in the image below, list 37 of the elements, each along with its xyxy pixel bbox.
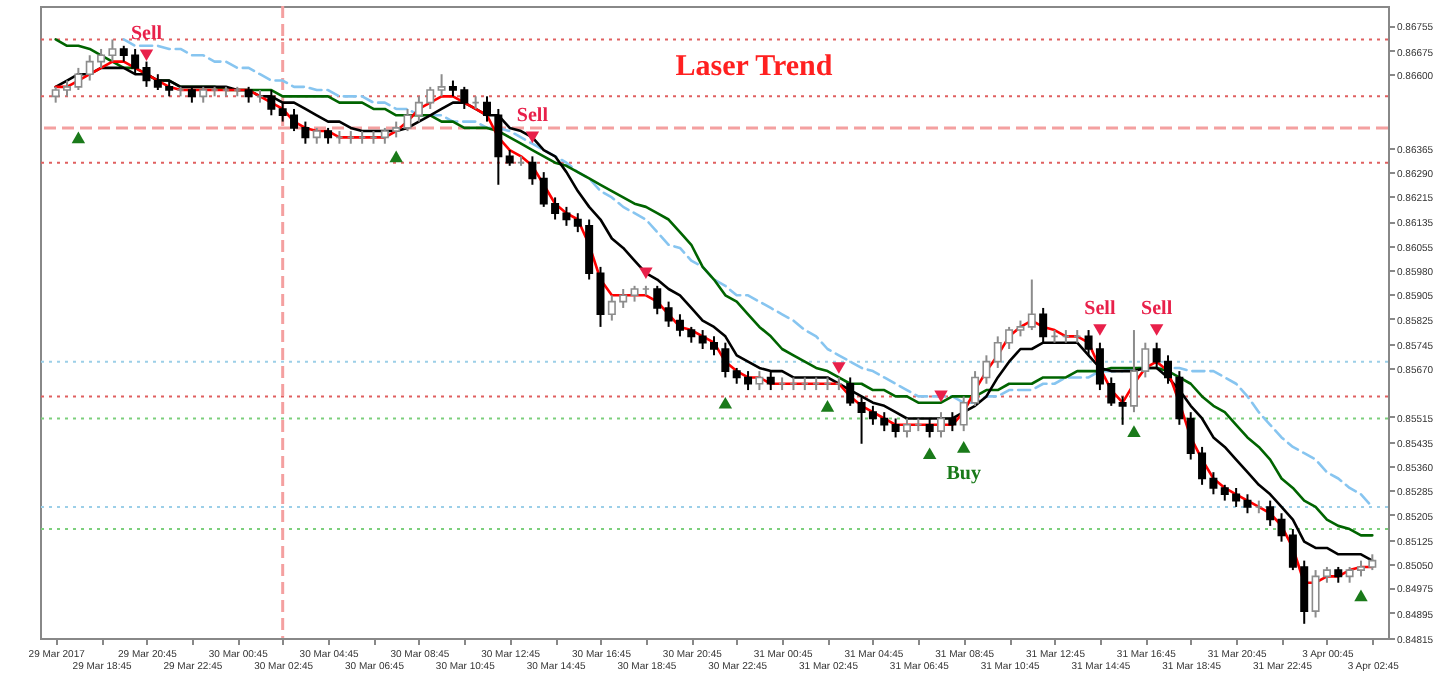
candlestick [267, 89, 276, 117]
data-label: Buy [946, 462, 981, 485]
data-label: Sell [1084, 298, 1116, 321]
point [934, 390, 948, 403]
point [1093, 324, 1107, 336]
point [1354, 589, 1368, 602]
point [389, 150, 403, 163]
candlestick [437, 73, 446, 98]
candlestick [1027, 278, 1036, 332]
candlestick [1266, 499, 1275, 527]
candlestick [948, 411, 957, 433]
data-label: Sell [130, 23, 163, 46]
candlestick [846, 376, 855, 407]
point [718, 396, 733, 409]
point [1149, 324, 1164, 336]
candlestick [902, 417, 911, 439]
data-label: Sell [1141, 298, 1173, 321]
point [139, 49, 154, 62]
candlestick [1118, 395, 1127, 426]
point [71, 131, 86, 144]
candlestick [653, 284, 662, 316]
candlestick [528, 155, 537, 186]
candlestick [1039, 306, 1048, 344]
candlestick [891, 417, 900, 439]
candlestick [937, 411, 946, 439]
point [639, 267, 653, 280]
point [832, 362, 846, 374]
point [922, 447, 937, 460]
point [820, 400, 835, 412]
candlestick [755, 370, 764, 392]
candlestick [766, 370, 775, 392]
point [957, 441, 971, 453]
point [525, 131, 540, 144]
text: Laser Trend [675, 50, 834, 83]
data-label: Sell [516, 105, 549, 128]
candlestick [925, 417, 934, 439]
point [1127, 425, 1141, 437]
